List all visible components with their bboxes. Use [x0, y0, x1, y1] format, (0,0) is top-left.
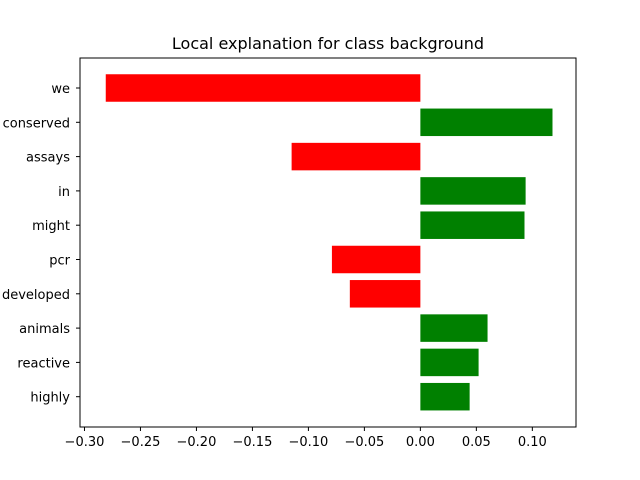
x-tick-label: −0.10: [288, 435, 328, 450]
bar-reactive: [420, 348, 479, 377]
chart-title: Local explanation for class background: [172, 34, 484, 53]
bar-we: [105, 74, 421, 102]
y-tick-label-developed: developed: [2, 288, 70, 303]
x-axis: −0.30 −0.25 −0.20 −0.15 −0.10 −0.05 0.00 0.05 0.…: [65, 427, 547, 450]
y-tick-label-assays: assays: [26, 151, 70, 166]
bar-pcr: [331, 245, 421, 274]
x-tick-label: −0.15: [233, 435, 273, 450]
bar-developed: [349, 280, 421, 308]
x-tick-label: 0.10: [518, 435, 547, 450]
x-tick-label: −0.25: [121, 435, 161, 450]
bar-might: [420, 211, 525, 239]
x-tick-label: −0.20: [177, 435, 217, 450]
x-tick-label: 0.00: [406, 435, 435, 450]
bar-in: [420, 177, 526, 205]
bar-assays: [291, 142, 421, 171]
y-tick-label-might: might: [32, 219, 70, 234]
y-tick-label-in: in: [58, 185, 70, 200]
y-tick-label-highly: highly: [30, 391, 70, 406]
bar-animals: [420, 314, 488, 342]
bar-highly: [420, 382, 470, 411]
x-tick-label: 0.05: [462, 435, 491, 450]
plot-frame: [79, 57, 577, 428]
bars-layer: [105, 74, 553, 411]
bar-conserved: [420, 108, 553, 137]
y-tick-label-reactive: reactive: [17, 356, 70, 371]
y-tick-label-conserved: conserved: [3, 116, 70, 131]
y-tick-label-we: we: [51, 82, 70, 97]
x-tick-label: −0.30: [65, 435, 105, 450]
x-tick-label: −0.05: [344, 435, 384, 450]
y-tick-label-pcr: pcr: [49, 254, 70, 269]
y-axis: we conserved assays in might pcr developed anim…: [2, 82, 80, 406]
y-tick-label-animals: animals: [19, 322, 70, 337]
